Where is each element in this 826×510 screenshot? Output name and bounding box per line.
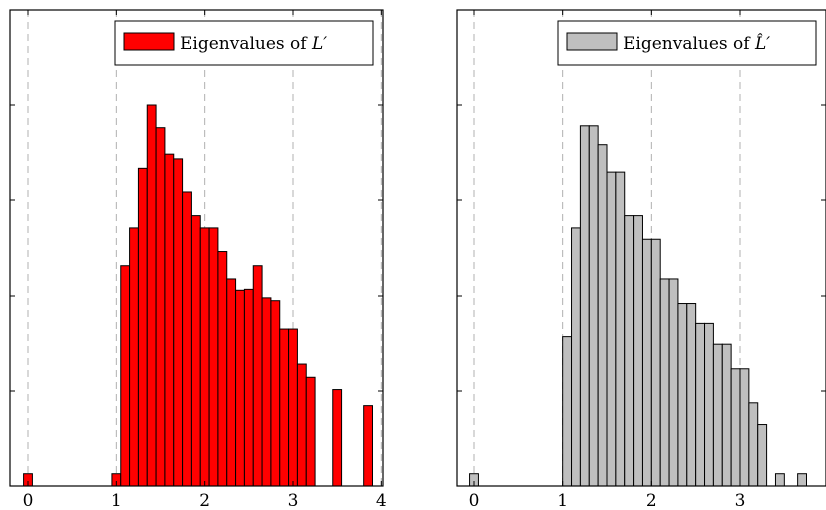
x-tick-label: 0 (23, 491, 34, 510)
legend-math: L′ (311, 34, 327, 54)
histogram-bar (270, 300, 281, 487)
histogram-bar (606, 171, 617, 487)
plot-frame (456, 9, 826, 487)
histogram-bar (712, 343, 723, 487)
histogram-bar (739, 368, 750, 487)
histogram-bar (155, 127, 166, 487)
histogram-bar (252, 265, 263, 487)
histogram-bar (243, 288, 254, 487)
histogram-bar (686, 303, 697, 487)
histogram-bar (332, 389, 343, 487)
x-tick-label: 0 (469, 491, 480, 510)
histogram-bar (588, 125, 599, 487)
histogram-bar (797, 473, 808, 487)
plot-frame (9, 9, 384, 487)
histogram-bar (182, 191, 192, 487)
x-tick-label: 3 (735, 491, 746, 510)
histogram-bar (668, 278, 679, 487)
legend-label: Eigenvalues of L̂′ (623, 34, 770, 54)
histogram-bar (199, 227, 210, 487)
x-tick-label: 4 (376, 491, 387, 510)
histogram-bar (296, 363, 307, 487)
x-tick-label: 3 (288, 491, 299, 510)
histogram-bar (120, 265, 131, 487)
histogram-bar (562, 336, 573, 487)
histogram-bar (146, 104, 157, 487)
left-histogram-panel: 0 1 2 3 4 Eigenvalues of L′ (9, 9, 387, 510)
histogram-bar (615, 171, 626, 487)
histogram-bar (305, 376, 316, 487)
histogram-bar (208, 227, 219, 487)
histogram-bar (129, 227, 139, 487)
histogram-bar (288, 328, 298, 487)
x-tick-label: 1 (111, 491, 122, 510)
histogram-bar (137, 167, 148, 487)
histogram-bar (597, 144, 608, 487)
histogram-bar (677, 303, 688, 487)
histogram-bar (363, 405, 373, 487)
histogram-bar (217, 251, 228, 487)
histogram-bar (226, 278, 237, 487)
histogram-bar (748, 402, 759, 487)
x-tick-label: 1 (557, 491, 568, 510)
histogram-bar (695, 322, 706, 487)
histogram-bar (579, 125, 590, 487)
histogram-bar (730, 368, 741, 487)
histogram-bar (624, 215, 635, 487)
histogram-bar (704, 322, 714, 487)
x-tick-label: 2 (199, 491, 210, 510)
legend-label: Eigenvalues of L′ (180, 34, 327, 54)
x-tick-label: 2 (646, 491, 657, 510)
legend-prefix: Eigenvalues of (180, 34, 312, 54)
histogram-bar (650, 238, 661, 487)
histogram-bar (774, 473, 785, 487)
histogram-bar (164, 153, 175, 487)
legend-math: L̂′ (754, 34, 770, 54)
right-histogram-panel: 0 1 2 3 Eigenvalues of L̂′ (456, 9, 826, 510)
histogram-bar (571, 227, 581, 487)
histogram-bar (190, 215, 201, 487)
histogram-bar (659, 278, 670, 487)
histogram-bar (721, 343, 732, 487)
legend-swatch (123, 32, 175, 51)
histogram-bar (757, 424, 768, 487)
legend-swatch (566, 32, 618, 51)
histogram-bar (279, 328, 290, 487)
histogram-bar (173, 158, 184, 487)
histogram-bar (235, 289, 245, 487)
histogram-bar (633, 215, 643, 487)
histogram-bar (641, 238, 652, 487)
histogram-bar (261, 297, 272, 487)
legend-prefix: Eigenvalues of (623, 34, 755, 54)
